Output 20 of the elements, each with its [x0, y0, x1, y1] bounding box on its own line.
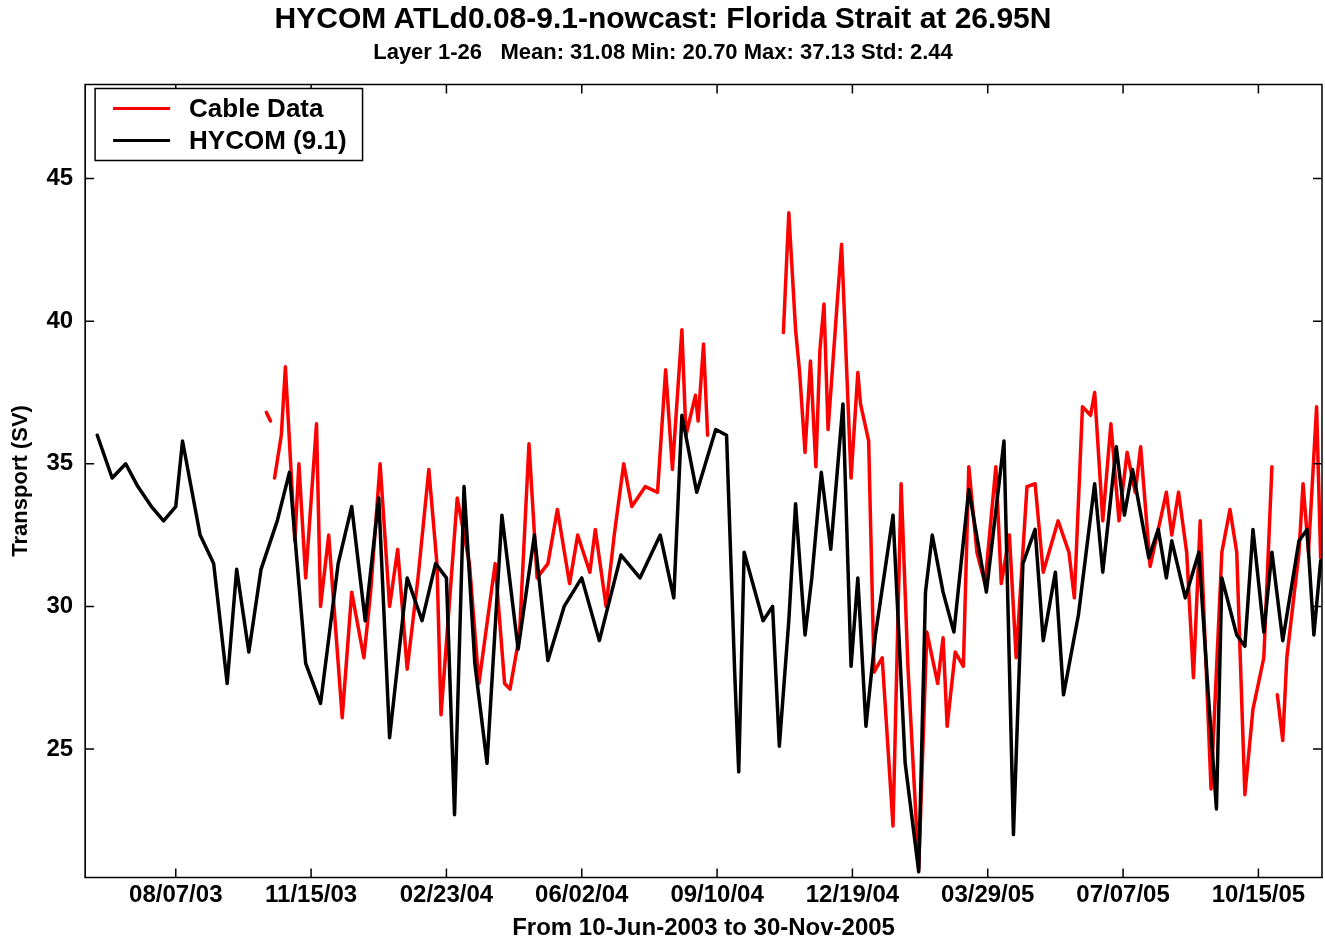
legend-label: Cable Data [189, 92, 325, 123]
x-tick-label: 03/29/05 [941, 880, 1035, 908]
y-tick-label: 45 [46, 163, 74, 191]
chart-subtitle: Layer 1-26 Mean: 31.08 Min: 20.70 Max: 37.13 Std: 2.44 [373, 39, 954, 65]
x-tick-label: 02/23/04 [399, 880, 494, 908]
x-tick-label: 09/10/04 [670, 880, 765, 908]
y-tick-label: 40 [46, 305, 74, 333]
legend-label: HYCOM (9.1) [189, 124, 347, 155]
y-tick-label: 25 [46, 733, 74, 761]
chart-title: HYCOM ATLd0.08-9.1-nowcast: Florida Strait at 26.95N [274, 1, 1052, 35]
y-tick-label: 30 [46, 591, 74, 619]
x-tick-label: 06/02/04 [535, 880, 630, 908]
x-tick-label: 11/15/03 [265, 880, 358, 908]
x-tick-label: 08/07/03 [129, 880, 223, 908]
x-tick-label: 07/07/05 [1076, 880, 1170, 908]
x-axis-title: From 10-Jun-2003 to 30-Nov-2005 [512, 913, 895, 941]
y-tick-label: 35 [46, 448, 74, 476]
x-tick-label: 10/15/05 [1211, 880, 1306, 908]
x-tick-label: 12/19/04 [805, 880, 900, 908]
y-axis-title: Transport (SV) [7, 405, 33, 557]
